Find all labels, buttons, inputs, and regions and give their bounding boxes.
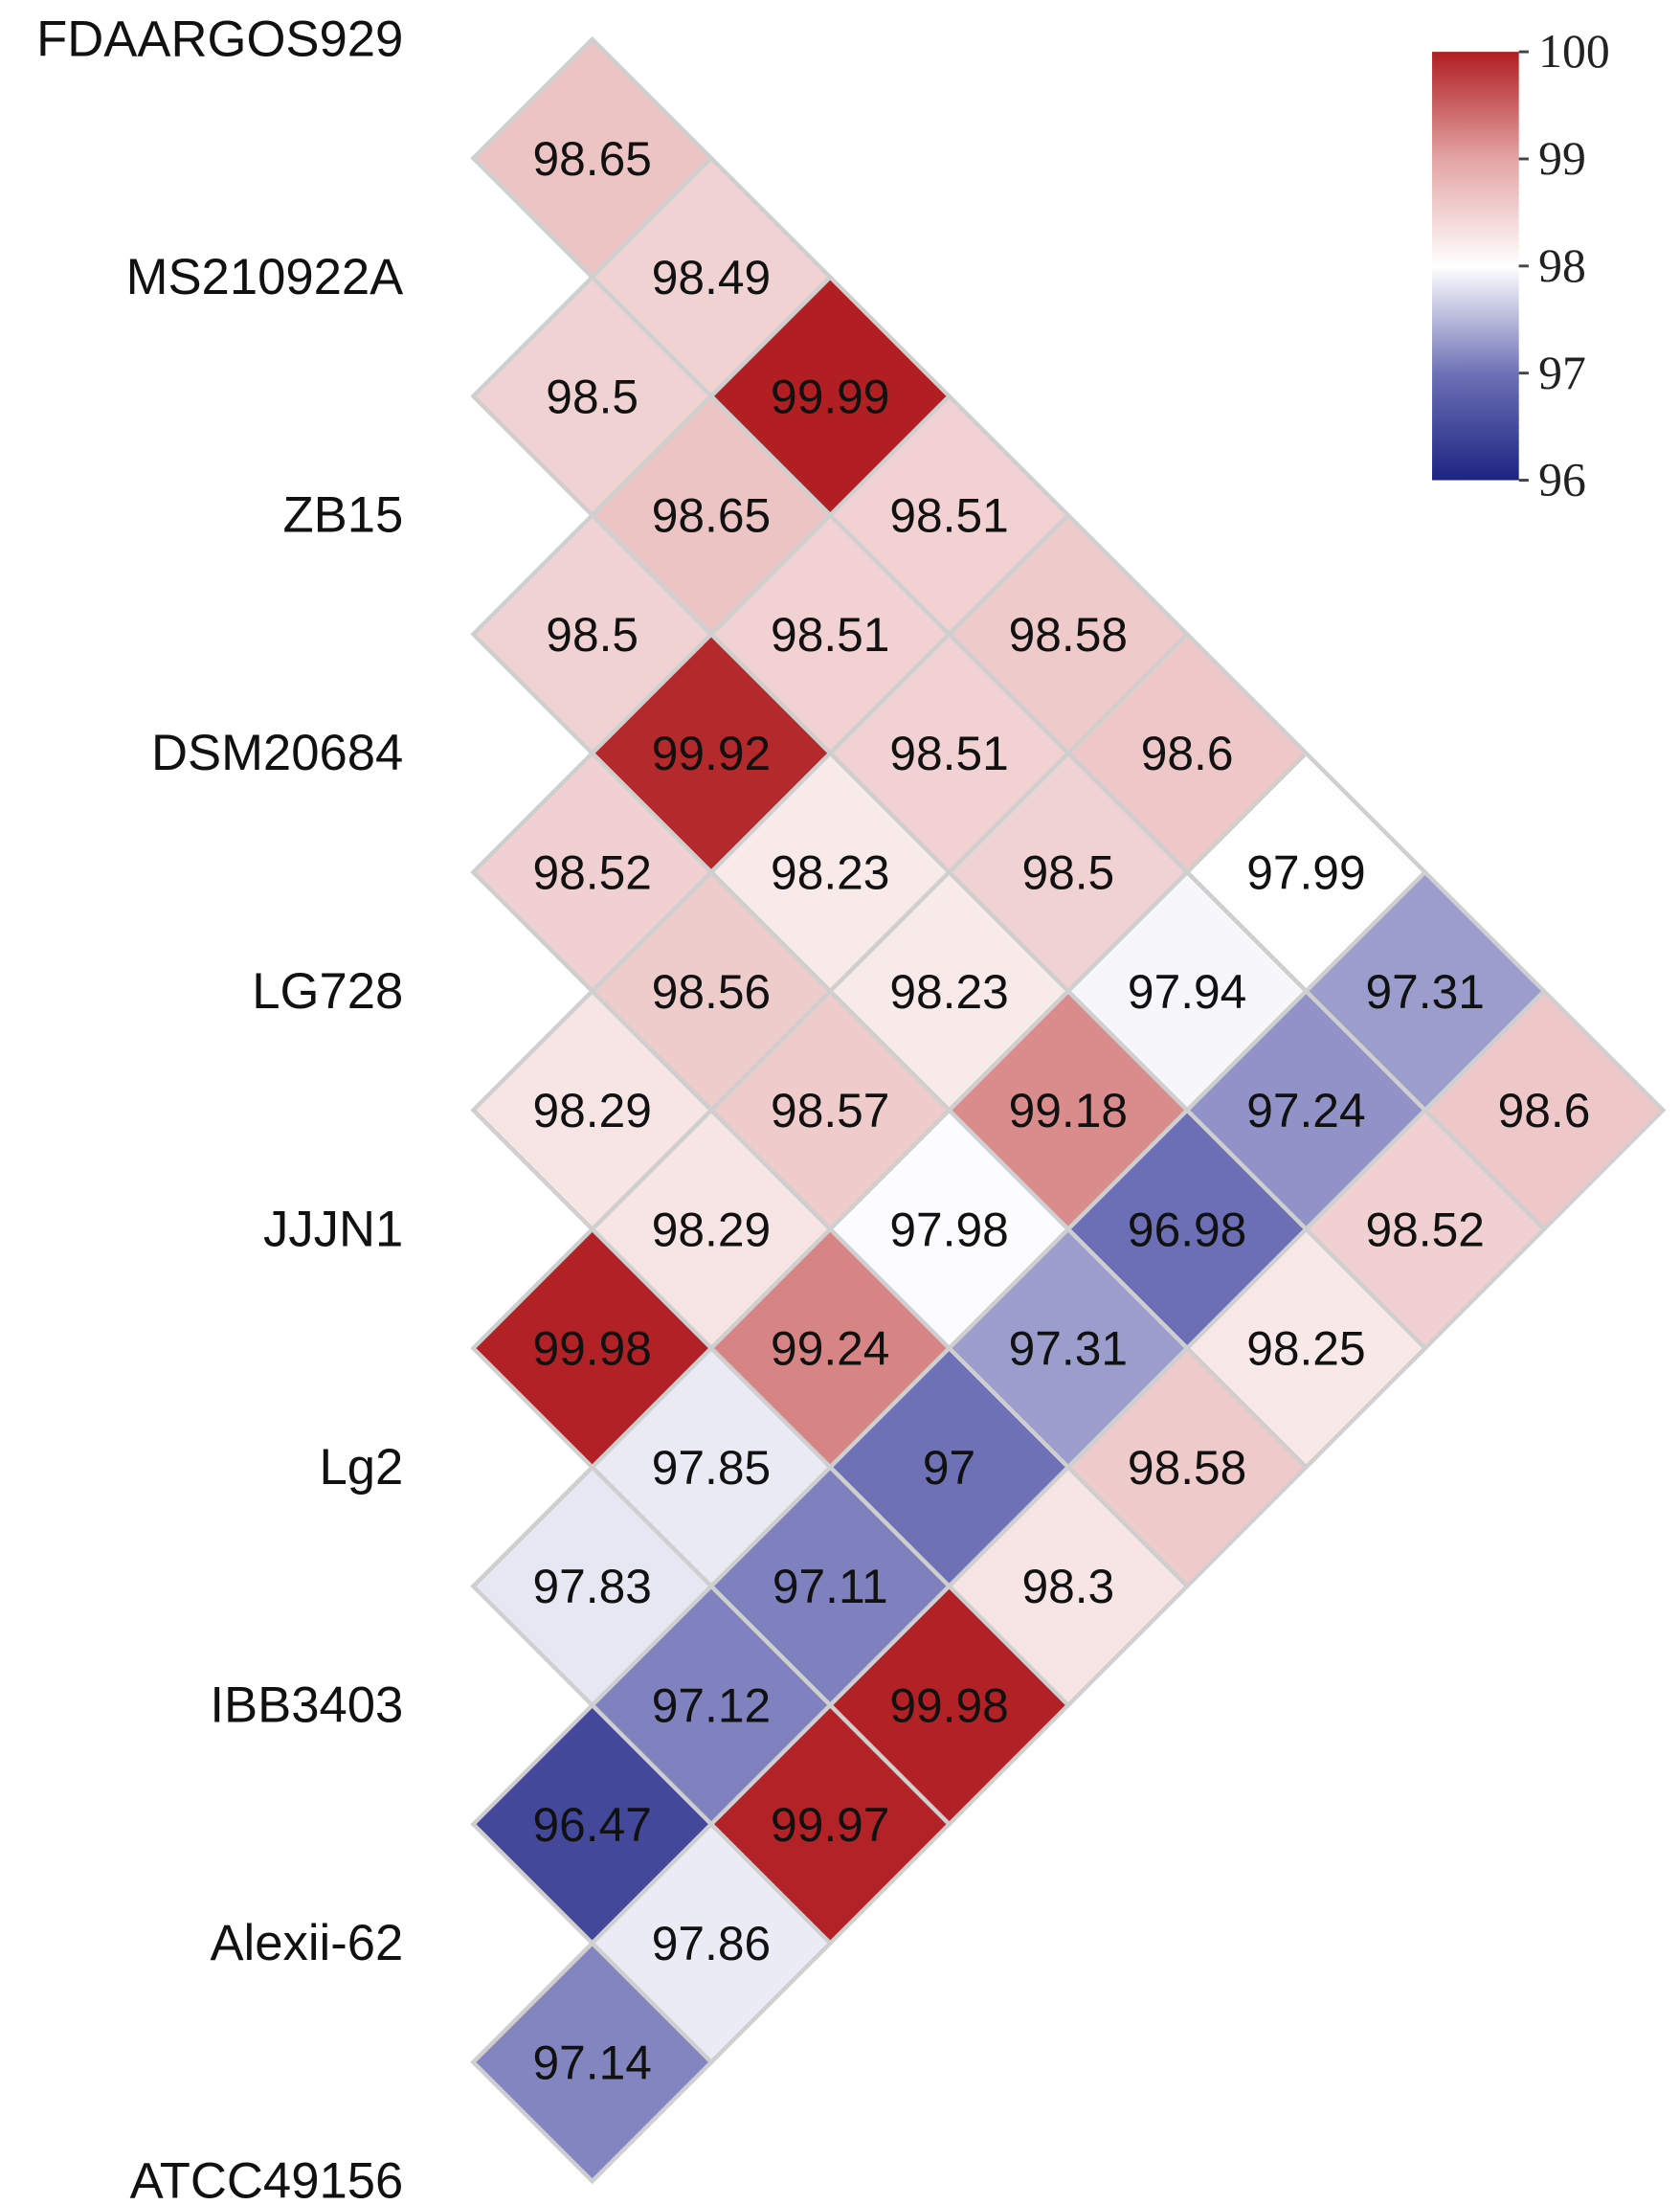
strain-label: ATCC49156	[130, 2153, 404, 2205]
heatmap-cells: 98.65 98.49 98.5 99.99 98.65 98.51 98.5 98.51 98…	[470, 35, 1667, 2185]
cell-value-label: 97.31	[1009, 1322, 1128, 1376]
cell-value-label: 98.57	[771, 1084, 889, 1137]
cell-value-label: 98.58	[1009, 608, 1128, 662]
colorbar-legend: 100 99 98 97 96	[1432, 25, 1610, 506]
strain-label: JJJN1	[263, 1201, 403, 1257]
cell-diamond	[470, 1940, 715, 2185]
colorbar-tick-label: 100	[1538, 25, 1610, 78]
colorbar-tick-label: 96	[1538, 454, 1586, 506]
cell-value-label: 97	[923, 1441, 975, 1495]
strain-label: DSM20684	[151, 725, 403, 781]
cell-value-label: 98.52	[1366, 1203, 1485, 1256]
cell-value-label: 96.47	[532, 1798, 651, 1852]
cell-value-label: 97.98	[889, 1203, 1008, 1256]
strain-label: Alexii-62	[210, 1915, 403, 1971]
cell-value-label: 98.51	[771, 608, 889, 662]
cell-value-label: 98.52	[532, 846, 651, 900]
cell-value-label: 98.29	[652, 1203, 771, 1256]
cell-value-label: 98.65	[652, 489, 771, 543]
cell-value-label: 98.3	[1021, 1560, 1114, 1613]
cell-value-label: 99.99	[771, 370, 889, 423]
cell-value-label: 98.58	[1128, 1441, 1246, 1495]
cell-value-label: 97.14	[532, 2036, 651, 2089]
cell-value-label: 97.99	[1246, 846, 1365, 900]
cell-value-label: 98.5	[1021, 846, 1114, 900]
cell-value-label: 98.5	[546, 370, 638, 423]
cell-value-label: 97.31	[1366, 965, 1485, 1019]
cell-value-label: 98.29	[532, 1084, 651, 1137]
cell-value-label: 99.98	[889, 1679, 1008, 1733]
cell-value-label: 97.24	[1246, 1084, 1365, 1137]
cell-value-label: 98.23	[889, 965, 1008, 1019]
cell-value-label: 99.92	[652, 727, 771, 780]
colorbar-tick-label: 97	[1538, 347, 1586, 399]
cell-value-label: 98.23	[771, 846, 889, 900]
strain-label: IBB3403	[210, 1677, 403, 1734]
strain-label: ZB15	[283, 487, 404, 544]
row-labels: FDAARGOS929 MS210922A ZB15 DSM20684 LG728 JJJ…	[36, 11, 403, 2205]
cell-value-label: 98.49	[652, 251, 771, 304]
cell-value-label: 97.86	[652, 1917, 771, 1970]
cell-value-label: 97.94	[1128, 965, 1246, 1019]
cell-value-label: 98.51	[889, 727, 1008, 780]
cell-value-label: 98.65	[532, 132, 651, 186]
cell-value-label: 98.56	[652, 965, 771, 1019]
strain-label: MS210922A	[126, 249, 404, 305]
cell-value-label: 99.18	[1009, 1084, 1128, 1137]
cell-value-label: 97.85	[652, 1441, 771, 1495]
cell-value-label: 99.97	[771, 1798, 889, 1852]
cell-value-label: 98.51	[889, 489, 1008, 543]
cell-value-label: 98.5	[546, 608, 638, 662]
heatmap-cell: 97.14	[470, 1940, 715, 2185]
cell-value-label: 97.12	[652, 1679, 771, 1733]
colorbar-tick-label: 98	[1538, 239, 1586, 292]
strain-label: FDAARGOS929	[36, 11, 403, 67]
cell-value-label: 99.24	[771, 1322, 889, 1376]
cell-value-label: 97.11	[773, 1560, 888, 1613]
colorbar-gradient	[1432, 52, 1519, 481]
colorbar-tick-label: 99	[1538, 132, 1586, 185]
cell-value-label: 97.83	[532, 1560, 651, 1613]
cell-value-label: 98.6	[1498, 1084, 1591, 1137]
cell-value-label: 98.25	[1246, 1322, 1365, 1376]
strain-label: Lg2	[319, 1439, 403, 1496]
cell-value-label: 98.6	[1141, 727, 1234, 780]
cell-value-label: 96.98	[1128, 1203, 1246, 1256]
strain-label: LG728	[252, 963, 403, 1020]
cell-value-label: 99.98	[532, 1322, 651, 1376]
